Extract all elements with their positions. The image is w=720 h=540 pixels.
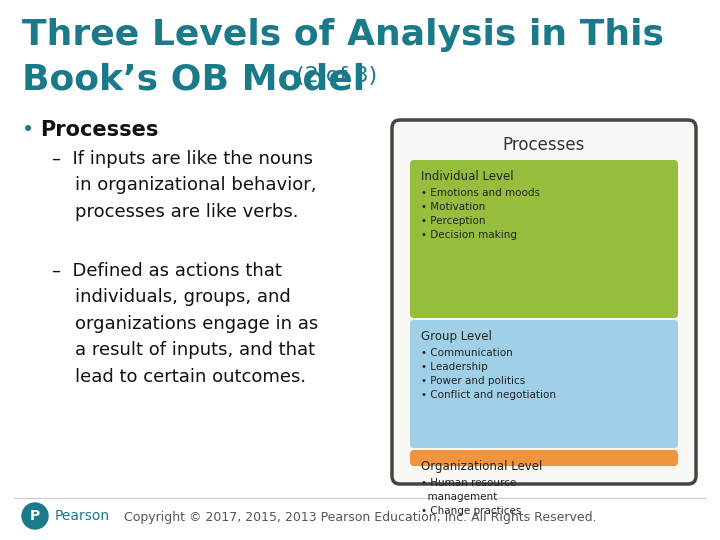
Text: P: P <box>30 509 40 523</box>
Text: –  Defined as actions that
    individuals, groups, and
    organizations engage: – Defined as actions that individuals, g… <box>52 262 318 386</box>
Text: Processes: Processes <box>503 136 585 154</box>
Text: •: • <box>22 120 35 140</box>
FancyBboxPatch shape <box>410 160 678 318</box>
Circle shape <box>22 503 48 529</box>
Text: (2 of 3): (2 of 3) <box>296 66 377 86</box>
Text: Book’s OB Model: Book’s OB Model <box>22 62 365 96</box>
Text: • Emotions and moods
• Motivation
• Perception
• Decision making: • Emotions and moods • Motivation • Perc… <box>421 188 540 240</box>
FancyBboxPatch shape <box>410 450 678 466</box>
Text: Processes: Processes <box>40 120 158 140</box>
Text: • Communication
• Leadership
• Power and politics
• Conflict and negotiation: • Communication • Leadership • Power and… <box>421 348 556 400</box>
Text: Copyright © 2017, 2015, 2013 Pearson Education, Inc. All Rights Reserved.: Copyright © 2017, 2015, 2013 Pearson Edu… <box>124 511 596 524</box>
Text: Three Levels of Analysis in This: Three Levels of Analysis in This <box>22 18 664 52</box>
Text: • Human resource
  management
• Change practices: • Human resource management • Change pra… <box>421 478 521 516</box>
Text: Individual Level: Individual Level <box>421 170 513 183</box>
Text: Group Level: Group Level <box>421 330 492 343</box>
Text: Organizational Level: Organizational Level <box>421 460 542 473</box>
FancyBboxPatch shape <box>392 120 696 484</box>
Text: Pearson: Pearson <box>55 509 110 523</box>
Text: –  If inputs are like the nouns
    in organizational behavior,
    processes ar: – If inputs are like the nouns in organi… <box>52 150 317 221</box>
FancyBboxPatch shape <box>410 320 678 448</box>
